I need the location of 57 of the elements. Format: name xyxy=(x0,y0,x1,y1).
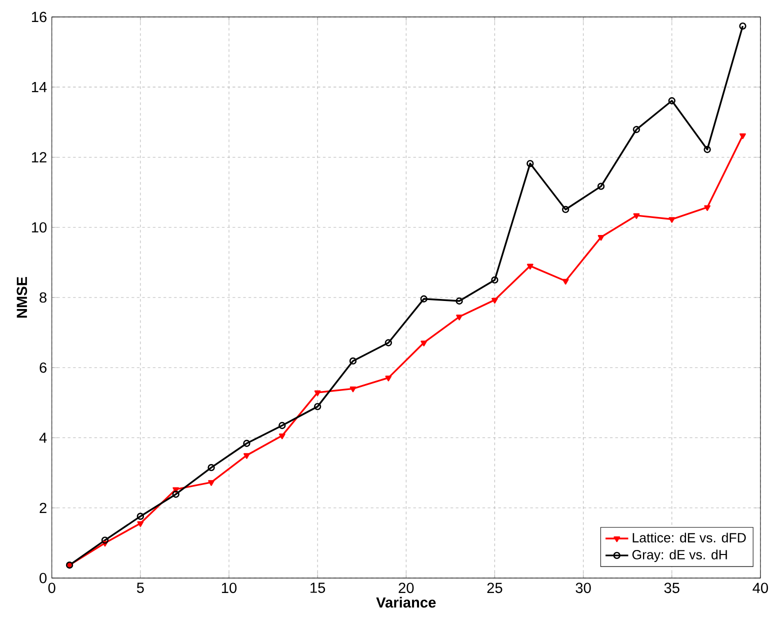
point xyxy=(420,340,428,346)
y-tick-label: 12 xyxy=(32,152,46,162)
point xyxy=(597,182,605,190)
point xyxy=(101,536,109,544)
point xyxy=(562,278,569,285)
point xyxy=(208,464,215,472)
legend-label: Gray: dE vs. dH xyxy=(632,550,727,562)
point xyxy=(172,490,180,498)
point xyxy=(243,440,250,448)
x-tick-label: 35 xyxy=(664,582,680,594)
point xyxy=(456,314,462,320)
point xyxy=(562,206,570,214)
legend-label: Lattice: dE vs. dFD xyxy=(632,532,746,542)
x-tick-label: 10 xyxy=(222,582,237,594)
point xyxy=(704,205,710,211)
point xyxy=(208,480,214,486)
point xyxy=(668,97,676,104)
y-tick-label: 0 xyxy=(40,572,47,584)
point xyxy=(314,390,321,396)
point xyxy=(278,422,286,430)
y-tick-label: 16 xyxy=(32,12,46,22)
point xyxy=(137,521,144,527)
y-tick-label: 10 xyxy=(32,222,47,233)
y-tick-label: 6 xyxy=(40,362,46,373)
y-tick-label: 14 xyxy=(32,82,47,92)
point xyxy=(350,386,356,392)
x-tick-label: 0 xyxy=(48,582,56,594)
point xyxy=(385,376,392,382)
point xyxy=(491,276,498,284)
point xyxy=(349,357,357,365)
x-tick-label: 20 xyxy=(398,582,414,594)
y-tick-label: 8 xyxy=(40,292,46,303)
point xyxy=(704,146,711,154)
point xyxy=(314,403,322,410)
point xyxy=(740,133,746,140)
point xyxy=(633,213,640,220)
point xyxy=(598,235,604,241)
x-tick-label: 25 xyxy=(487,582,502,594)
y-tick-label: 4 xyxy=(39,432,47,443)
point xyxy=(492,298,498,304)
point xyxy=(526,160,534,168)
point xyxy=(456,297,463,305)
y-tick-label: 2 xyxy=(40,502,46,514)
point xyxy=(136,512,144,520)
point xyxy=(420,295,428,303)
y-axis-title: NMSE xyxy=(16,277,28,318)
point xyxy=(278,434,286,440)
point xyxy=(526,264,534,270)
point xyxy=(632,126,640,134)
x-tick-label: 5 xyxy=(136,582,144,593)
x-axis-title: Variance xyxy=(376,596,436,608)
point xyxy=(668,217,676,223)
point xyxy=(384,339,392,346)
x-tick-label: 30 xyxy=(576,582,591,594)
point xyxy=(244,453,250,459)
x-tick-label: 40 xyxy=(752,582,768,594)
x-tick-label: 15 xyxy=(310,582,326,593)
